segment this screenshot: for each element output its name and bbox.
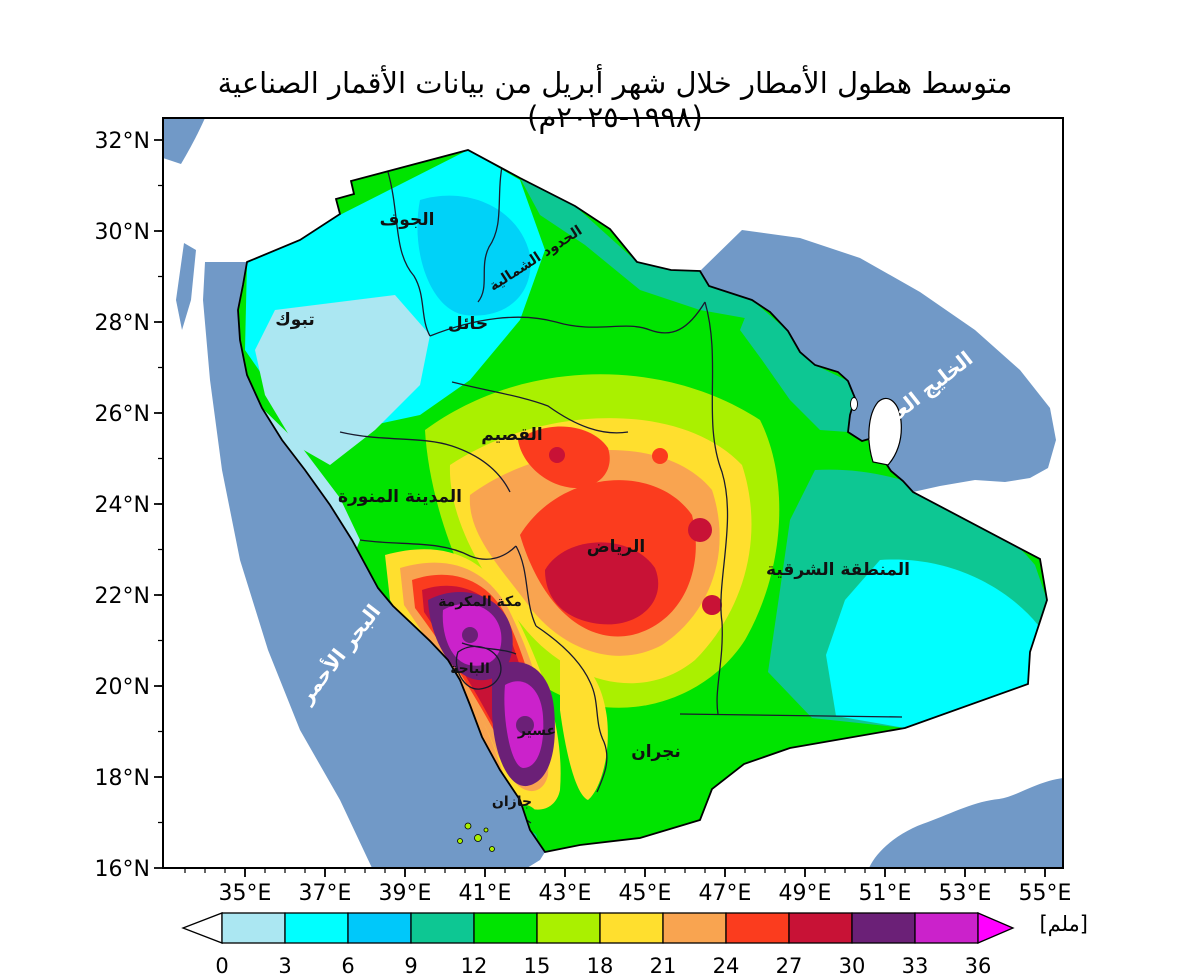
ocean-shapes	[163, 118, 1063, 868]
colorbar-tick: 27	[776, 954, 803, 976]
colorbar-tick: 9	[404, 954, 417, 976]
y-tick-label: 30°N	[95, 220, 150, 245]
region-label-tabuk: تبوك	[275, 310, 315, 330]
colorbar-cell	[536, 912, 601, 944]
x-axis-labels: 35°E 37°E 39°E 41°E 43°E 45°E 47°E 49°E …	[219, 881, 1072, 906]
x-tick-label: 47°E	[699, 881, 752, 906]
region-label-baha: الباحة	[450, 661, 490, 677]
plot-frame	[162, 117, 1064, 869]
colorbar-unit-label: [ملم]	[1039, 912, 1088, 936]
y-tick-label: 20°N	[95, 675, 150, 700]
precipitation-field	[238, 150, 1047, 852]
arabian-sea-shape	[869, 778, 1063, 868]
colorbar-tick: 18	[587, 954, 614, 976]
colorbar-tick: 21	[650, 954, 677, 976]
region-label-jouf: الجوف	[380, 210, 435, 230]
region-label-eastern-province: المنطقة الشرقية	[766, 560, 910, 580]
x-tick-label: 39°E	[379, 881, 432, 906]
colorbar-under-arrow	[181, 912, 223, 944]
colorbar-tick: 36	[965, 954, 992, 976]
region-label-riyadh: الرياض	[587, 537, 645, 557]
x-axis-minor-ticks	[184, 868, 1046, 873]
bahrain-shape	[850, 397, 858, 411]
y-axis-labels: 32°N 30°N 28°N 26°N 24°N 22°N 20°N 18°N …	[95, 129, 150, 882]
region-label-najran: نجران	[631, 742, 681, 762]
y-axis-minor-ticks	[158, 184, 163, 824]
colorbar-tick: 15	[524, 954, 551, 976]
colorbar-cell	[284, 912, 349, 944]
region-label-asir: عسير	[517, 723, 556, 739]
y-tick-label: 18°N	[95, 766, 150, 791]
colorbar-cell	[851, 912, 916, 944]
x-tick-label: 55°E	[1019, 881, 1072, 906]
saudi-border-outline	[237, 149, 1048, 853]
colorbar-cell	[473, 912, 538, 944]
colorbar-tick: 24	[713, 954, 740, 976]
colorbar-cell	[914, 912, 979, 944]
y-tick-label: 28°N	[95, 311, 150, 336]
x-tick-label: 53°E	[939, 881, 992, 906]
qatar-shape	[868, 397, 902, 466]
mediterranean-sea-shape	[163, 118, 205, 164]
x-tick-label: 51°E	[859, 881, 912, 906]
red-sea-shape	[203, 262, 545, 868]
colorbar-cell	[788, 912, 853, 944]
colorbar-tick: 3	[278, 954, 291, 976]
x-tick-label: 35°E	[219, 881, 272, 906]
colorbar-tick: 30	[839, 954, 866, 976]
colorbar-cell	[347, 912, 412, 944]
region-label-madinah: المدينة المنورة	[338, 487, 462, 507]
x-tick-label: 43°E	[539, 881, 592, 906]
colorbar-cell	[221, 912, 286, 944]
colorbar-over-arrow	[977, 912, 1015, 944]
colorbar-tick: 12	[461, 954, 488, 976]
chart-title: متوسط هطول الأمطار خلال شهر أبريل من بيا…	[217, 66, 1013, 134]
region-label-qassim: القصيم	[481, 425, 542, 445]
colorbar-cell	[725, 912, 790, 944]
colorbar-cell	[599, 912, 664, 944]
x-tick-label: 37°E	[299, 881, 352, 906]
colorbar-cell	[662, 912, 727, 944]
region-label-jazan: جازان	[492, 794, 532, 810]
y-tick-label: 16°N	[95, 857, 150, 882]
x-tick-label: 49°E	[779, 881, 832, 906]
gulf-of-suez-shape	[176, 243, 196, 330]
y-tick-label: 24°N	[95, 493, 150, 518]
y-tick-label: 32°N	[95, 129, 150, 154]
y-tick-label: 22°N	[95, 584, 150, 609]
colorbar-tick: 6	[341, 954, 354, 976]
region-label-hail: حائل	[448, 314, 488, 334]
colorbar-tick-labels: 0 3 6 9 12 15 18 21 24 27 30 33 36	[215, 954, 991, 976]
colorbar-tick: 33	[902, 954, 929, 976]
colorbar-cell	[410, 912, 475, 944]
x-tick-label: 45°E	[619, 881, 672, 906]
arabian-gulf-shape	[700, 230, 1056, 492]
x-tick-label: 41°E	[459, 881, 512, 906]
farasan-islands	[457, 822, 495, 852]
region-label-makkah: مكة المكرمة	[438, 594, 522, 610]
colorbar-tick: 0	[215, 954, 228, 976]
colorbar: 0 3 6 9 12 15 18 21 24 27 30 33 36	[181, 912, 1015, 976]
y-tick-label: 26°N	[95, 402, 150, 427]
